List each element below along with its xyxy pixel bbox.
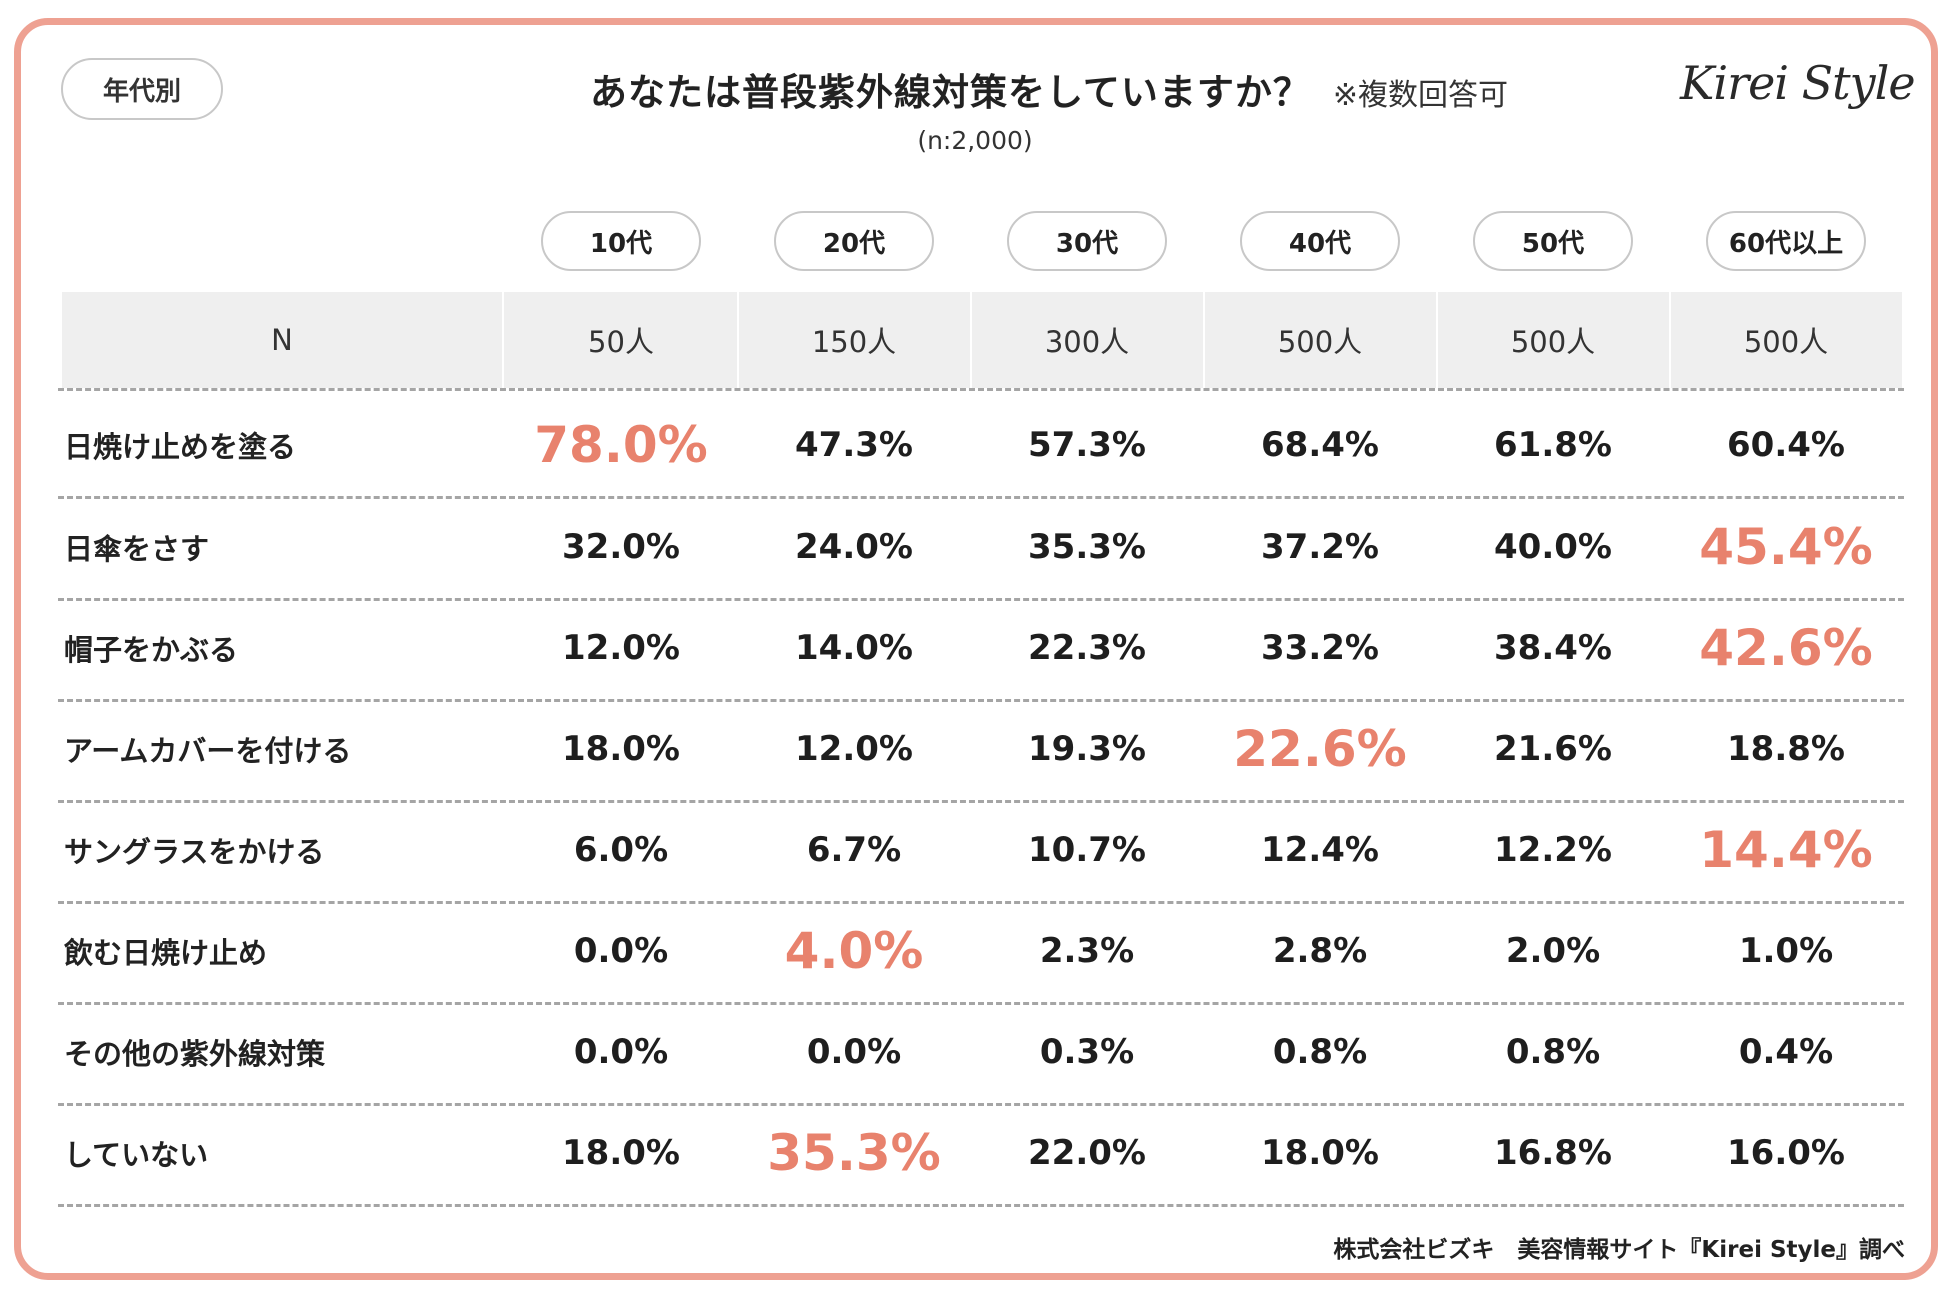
value-cell: 0.0% [573, 1032, 669, 1072]
row-label: 帽子をかぶる [64, 633, 239, 667]
value-cell: 14.0% [795, 628, 913, 668]
n-value-cell: 500人 [1743, 325, 1829, 359]
row-divider [58, 388, 1904, 391]
value-cell: 33.2% [1261, 628, 1379, 668]
value-cell: 18.0% [562, 1133, 680, 1173]
age-group-tag: 年代別 [61, 58, 223, 120]
n-value-cell: 50人 [588, 325, 654, 359]
row-label: サングラスをかける [64, 835, 325, 869]
value-cell: 0.0% [806, 1032, 902, 1072]
row-label: 飲む日焼け止め [64, 936, 268, 970]
value-cell: 22.0% [1028, 1133, 1146, 1173]
value-cell: 16.0% [1727, 1133, 1845, 1173]
n-row-separator [970, 292, 972, 388]
n-row-separator [1203, 292, 1205, 388]
row-label: していない [64, 1138, 209, 1172]
value-cell: 47.3% [795, 425, 913, 465]
row-divider [58, 800, 1904, 803]
sample-size: (n:2,000) [917, 126, 1033, 155]
row-divider [58, 699, 1904, 702]
highlighted-value-cell: 4.0% [784, 922, 924, 980]
value-cell: 0.0% [573, 931, 669, 971]
n-row-background [62, 292, 1902, 388]
chart-title-block: あなたは普段紫外線対策をしていますか？ ※複数回答可 [590, 62, 1508, 118]
age-column-header: 20代 [774, 211, 934, 271]
value-cell: 12.0% [795, 729, 913, 769]
value-cell: 18.8% [1727, 729, 1845, 769]
value-cell: 6.0% [573, 830, 669, 870]
highlighted-value-cell: 35.3% [767, 1124, 941, 1182]
highlighted-value-cell: 22.6% [1233, 720, 1407, 778]
n-row-separator [1436, 292, 1438, 388]
n-value-cell: 300人 [1044, 325, 1130, 359]
age-column-header: 40代 [1240, 211, 1400, 271]
age-column-header: 10代 [541, 211, 701, 271]
highlighted-value-cell: 42.6% [1699, 619, 1873, 677]
row-divider [58, 1002, 1904, 1005]
value-cell: 24.0% [795, 527, 913, 567]
value-cell: 16.8% [1494, 1133, 1612, 1173]
row-label: 日焼け止めを塗る [64, 430, 297, 464]
value-cell: 60.4% [1727, 425, 1845, 465]
row-divider [58, 1204, 1904, 1207]
value-cell: 57.3% [1028, 425, 1146, 465]
value-cell: 68.4% [1261, 425, 1379, 465]
n-value-cell: 500人 [1277, 325, 1363, 359]
row-divider [58, 901, 1904, 904]
value-cell: 38.4% [1494, 628, 1612, 668]
row-divider [58, 1103, 1904, 1106]
kirei-style-logo: Kirei Style [1680, 56, 1916, 110]
value-cell: 40.0% [1494, 527, 1612, 567]
value-cell: 21.6% [1494, 729, 1612, 769]
value-cell: 18.0% [562, 729, 680, 769]
n-row-separator [502, 292, 504, 388]
row-label: 日傘をさす [64, 532, 210, 566]
value-cell: 2.0% [1505, 931, 1601, 971]
value-cell: 22.3% [1028, 628, 1146, 668]
n-row-separator [737, 292, 739, 388]
value-cell: 18.0% [1261, 1133, 1379, 1173]
value-cell: 1.0% [1738, 931, 1834, 971]
row-divider [58, 496, 1904, 499]
row-label: その他の紫外線対策 [64, 1037, 326, 1071]
value-cell: 0.4% [1738, 1032, 1834, 1072]
highlighted-value-cell: 45.4% [1699, 518, 1873, 576]
value-cell: 6.7% [806, 830, 902, 870]
age-column-header: 50代 [1473, 211, 1633, 271]
chart-title: あなたは普段紫外線対策をしていますか？ [590, 71, 1311, 114]
value-cell: 61.8% [1494, 425, 1612, 465]
row-label: アームカバーを付ける [64, 734, 352, 768]
value-cell: 0.8% [1272, 1032, 1368, 1072]
source-credit: 株式会社ビズキ 美容情報サイト『Kirei Style』調べ [1333, 1237, 1905, 1263]
age-column-header: 30代 [1007, 211, 1167, 271]
highlighted-value-cell: 78.0% [534, 416, 708, 474]
value-cell: 10.7% [1028, 830, 1146, 870]
row-divider [58, 598, 1904, 601]
n-value-cell: 150人 [811, 325, 897, 359]
n-row-header: N [271, 323, 293, 357]
value-cell: 2.3% [1039, 931, 1135, 971]
multiple-answer-note: ※複数回答可 [1332, 78, 1509, 113]
n-value-cell: 500人 [1510, 325, 1596, 359]
value-cell: 32.0% [562, 527, 680, 567]
value-cell: 35.3% [1028, 527, 1146, 567]
value-cell: 12.0% [562, 628, 680, 668]
value-cell: 12.4% [1261, 830, 1379, 870]
value-cell: 12.2% [1494, 830, 1612, 870]
value-cell: 2.8% [1272, 931, 1368, 971]
value-cell: 37.2% [1261, 527, 1379, 567]
age-column-header: 60代以上 [1706, 211, 1866, 271]
value-cell: 19.3% [1028, 729, 1146, 769]
n-row-separator [1669, 292, 1671, 388]
value-cell: 0.8% [1505, 1032, 1601, 1072]
highlighted-value-cell: 14.4% [1699, 821, 1873, 879]
value-cell: 0.3% [1039, 1032, 1135, 1072]
